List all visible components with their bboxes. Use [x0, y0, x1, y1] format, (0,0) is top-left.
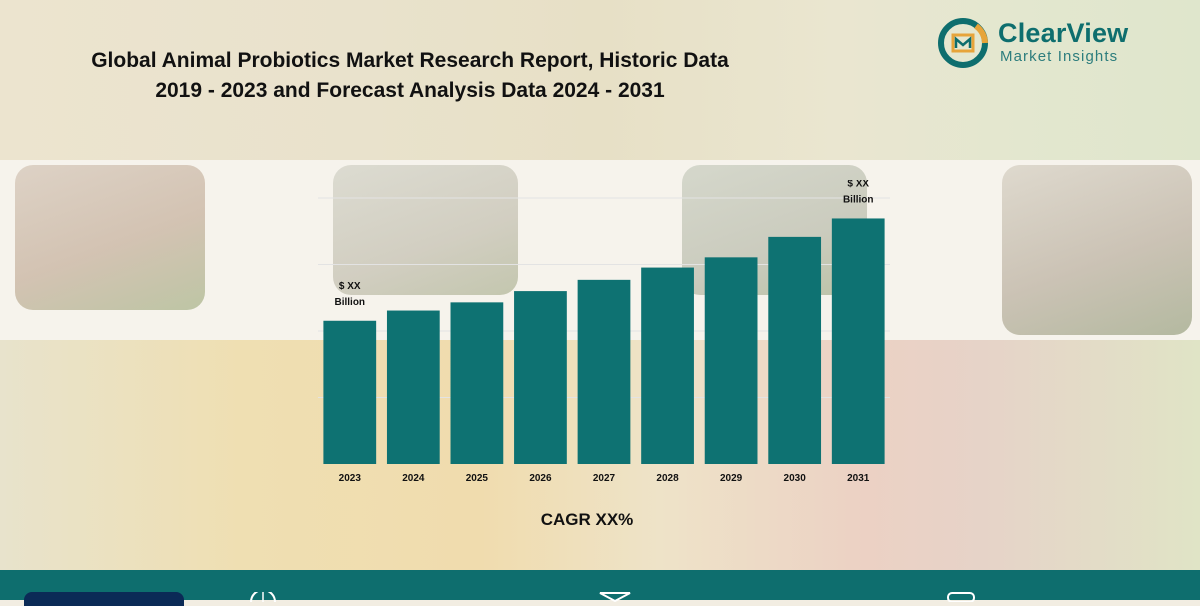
bar	[386, 310, 440, 464]
bar	[831, 218, 885, 464]
data-label: $ XX	[339, 281, 361, 292]
globe-icon	[250, 592, 276, 602]
x-tick-label: 2029	[720, 473, 743, 484]
logo-subtitle: Market Insights	[1000, 48, 1119, 65]
x-tick-label: 2023	[339, 473, 362, 484]
x-tick-label: 2028	[656, 473, 679, 484]
bar	[768, 236, 822, 464]
horses-photo	[1002, 165, 1192, 335]
data-label: Billion	[334, 297, 365, 308]
mail-icon	[599, 592, 631, 602]
cagr-label: CAGR XX%	[540, 510, 634, 529]
bar	[641, 267, 694, 464]
bar	[514, 291, 567, 464]
bar-chart-svg: 2023 2024 2025 2026 2027 2028 2029 2030 2031 $ XX…	[318, 180, 890, 484]
footer-bar	[0, 570, 1200, 606]
title-line-1: Global Animal Probiotics Market Research…	[91, 49, 729, 72]
x-tick-label: 2030	[784, 473, 807, 484]
bar	[577, 279, 631, 464]
bar-chart: 2023 2024 2025 2026 2027 2028 2029 2030 2031 $ XX…	[300, 180, 920, 500]
phone-icon	[947, 592, 975, 602]
x-tick-label: 2027	[593, 473, 616, 484]
x-tick-label: 2025	[466, 473, 489, 484]
x-tick-label: 2024	[402, 473, 425, 484]
data-label: $ XX	[847, 180, 869, 189]
x-tick-label: 2026	[529, 473, 552, 484]
sheep-photo	[333, 165, 518, 295]
feed-photo-strip-top	[0, 0, 1200, 160]
pigs-photo	[15, 165, 205, 310]
clearview-logo-icon	[938, 18, 988, 68]
bar	[450, 302, 504, 464]
bar	[323, 320, 377, 464]
title-line-2: 2019 - 2023 and Forecast Analysis Data 2…	[155, 79, 665, 102]
logo-name: ClearView	[998, 18, 1129, 48]
brand-logo: ClearView Market Insights	[936, 16, 1166, 74]
page-title: Global Animal Probiotics Market Research…	[40, 46, 780, 106]
bar	[704, 257, 758, 464]
x-tick-label: 2031	[847, 473, 870, 484]
footer-button[interactable]	[24, 592, 184, 606]
data-label: Billion	[843, 194, 874, 205]
